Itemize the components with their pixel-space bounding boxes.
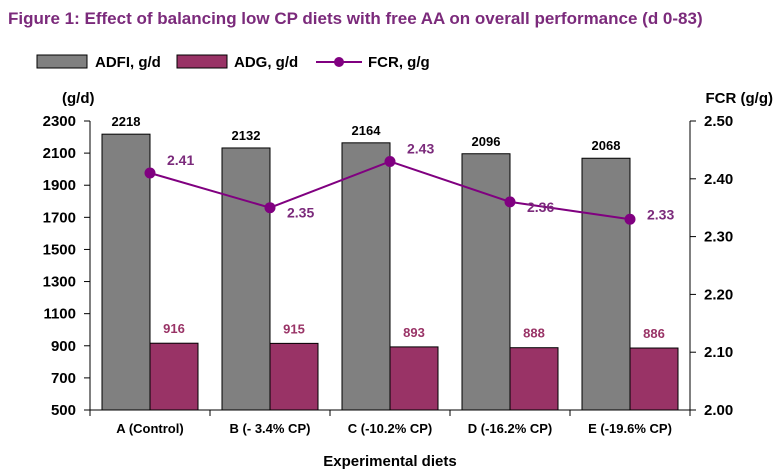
bar-adg xyxy=(509,347,559,411)
y-tick-left-label: 1100 xyxy=(43,306,76,323)
y-tick-right-label: 2.40 xyxy=(704,171,733,188)
bar-adg xyxy=(149,342,199,411)
y-tick-left-label: 1900 xyxy=(43,177,76,194)
point-fcr xyxy=(264,202,276,214)
legend-swatch-adg xyxy=(176,54,228,69)
data-label-adg: 893 xyxy=(403,325,425,340)
plot-area: 500 700 900 1100 1300 1500 1700 1900 2100 2300 2.0… xyxy=(43,113,734,436)
y-tick-left-label: 2100 xyxy=(43,145,76,162)
y-tick-right-label: 2.00 xyxy=(704,402,733,419)
data-label-adg: 915 xyxy=(283,321,305,336)
bar-adfi xyxy=(221,147,271,411)
legend-label-fcr: FCR, g/g xyxy=(368,54,430,71)
point-fcr xyxy=(384,155,396,167)
y-axis-left-title: (g/d) xyxy=(62,90,94,107)
legend: ADFI, g/d ADG, g/d FCR, g/g xyxy=(36,54,430,71)
data-label-adfi: 2164 xyxy=(352,123,382,138)
x-tick-label: D (-16.2% CP) xyxy=(468,421,553,436)
y-tick-left-label: 1700 xyxy=(43,209,76,226)
data-label-adg: 886 xyxy=(643,326,665,341)
data-label-fcr: 2.36 xyxy=(527,199,554,215)
data-label-adfi: 2096 xyxy=(472,134,501,149)
data-label-adg: 888 xyxy=(523,326,545,341)
legend-swatch-adfi xyxy=(36,54,88,69)
y-tick-left-label: 500 xyxy=(51,402,76,419)
y-tick-left-label: 1300 xyxy=(43,274,76,291)
bar-adg xyxy=(389,346,439,411)
data-label-fcr: 2.43 xyxy=(407,140,434,156)
bar-adg xyxy=(629,347,679,411)
bar-adfi xyxy=(581,157,631,411)
y-tick-left-label: 1500 xyxy=(43,241,76,258)
y-tick-right-label: 2.20 xyxy=(704,286,733,303)
data-label-adg: 916 xyxy=(163,321,185,336)
legend-marker-fcr xyxy=(334,57,344,67)
y-axis-right-title: FCR (g/g) xyxy=(706,90,773,107)
y-tick-left-label: 900 xyxy=(51,338,76,355)
x-tick-label: C (-10.2% CP) xyxy=(348,421,433,436)
x-tick-label: E (-19.6% CP) xyxy=(588,421,672,436)
y-tick-left-label: 700 xyxy=(51,370,76,387)
data-label-fcr: 2.33 xyxy=(647,206,674,222)
legend-label-adfi: ADFI, g/d xyxy=(95,54,161,71)
data-label-adfi: 2132 xyxy=(232,128,261,143)
x-tick-label: A (Control) xyxy=(116,421,183,436)
data-label-adfi: 2218 xyxy=(112,114,141,129)
legend-label-adg: ADG, g/d xyxy=(234,54,298,71)
bar-adfi xyxy=(101,133,151,411)
y-tick-right-label: 2.30 xyxy=(704,229,733,246)
bar-adfi xyxy=(341,142,391,411)
data-label-fcr: 2.35 xyxy=(287,205,314,221)
x-tick-label: B (- 3.4% CP) xyxy=(230,421,311,436)
data-label-fcr: 2.41 xyxy=(167,152,194,168)
x-axis-title: Experimental diets xyxy=(323,453,456,470)
y-tick-left-label: 2300 xyxy=(43,113,76,130)
y-tick-right-label: 2.50 xyxy=(704,113,733,130)
chart-title: Figure 1: Effect of balancing low CP die… xyxy=(8,9,703,28)
point-fcr xyxy=(624,213,636,225)
bar-adfi xyxy=(461,153,511,411)
y-tick-right-label: 2.10 xyxy=(704,344,733,361)
point-fcr xyxy=(504,196,516,208)
point-fcr xyxy=(144,167,156,179)
data-label-adfi: 2068 xyxy=(592,138,621,153)
bar-adg xyxy=(269,342,319,411)
